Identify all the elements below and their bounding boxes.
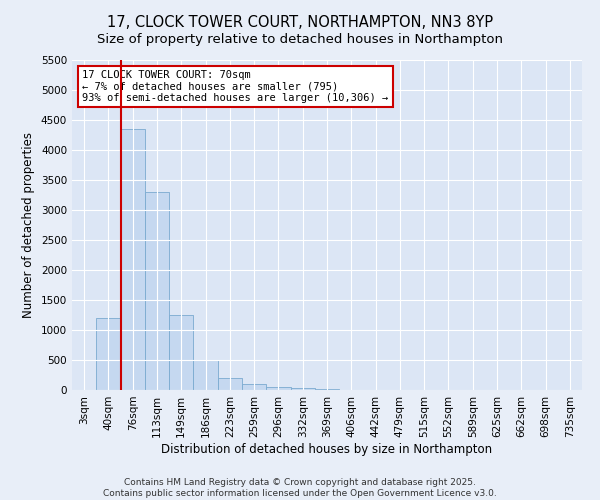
Bar [193,360,218,390]
Bar [96,318,121,390]
Bar [242,384,266,390]
Bar [145,192,169,390]
Bar [121,129,145,390]
Text: Contains HM Land Registry data © Crown copyright and database right 2025.
Contai: Contains HM Land Registry data © Crown c… [103,478,497,498]
Text: 17, CLOCK TOWER COURT, NORTHAMPTON, NN3 8YP: 17, CLOCK TOWER COURT, NORTHAMPTON, NN3 … [107,15,493,30]
Text: Size of property relative to detached houses in Northampton: Size of property relative to detached ho… [97,32,503,46]
X-axis label: Distribution of detached houses by size in Northampton: Distribution of detached houses by size … [161,442,493,456]
Bar [315,389,339,390]
Bar [290,388,315,390]
Y-axis label: Number of detached properties: Number of detached properties [22,132,35,318]
Text: 17 CLOCK TOWER COURT: 70sqm
← 7% of detached houses are smaller (795)
93% of sem: 17 CLOCK TOWER COURT: 70sqm ← 7% of deta… [82,70,388,103]
Bar [266,387,290,390]
Bar [218,378,242,390]
Bar [169,315,193,390]
